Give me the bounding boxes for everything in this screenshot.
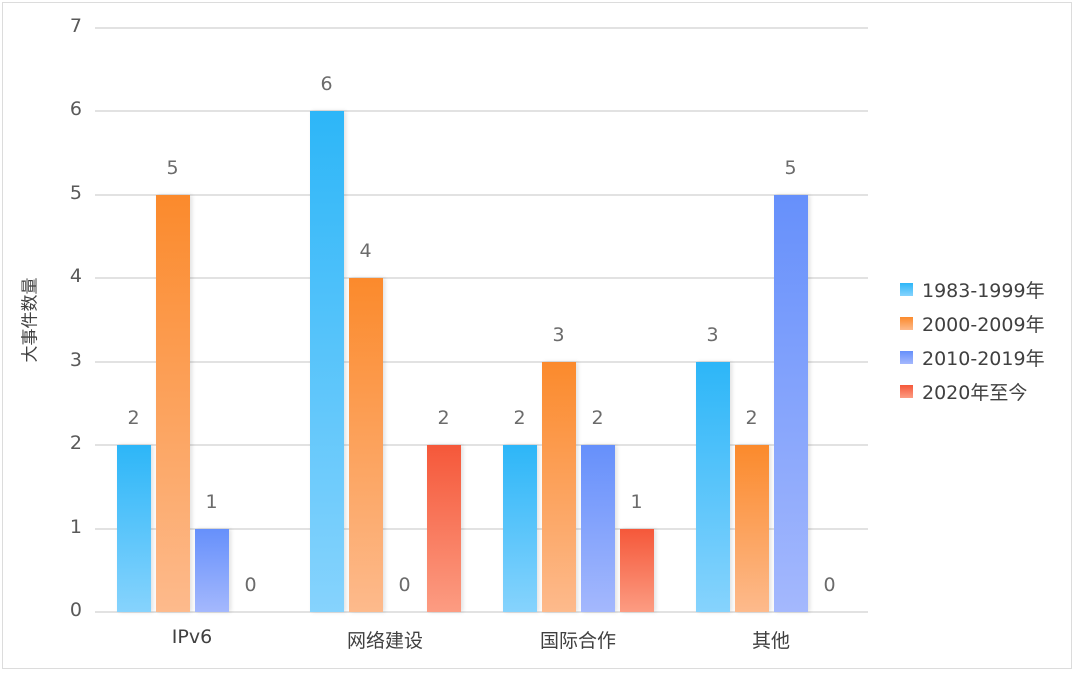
data-label: 2 bbox=[437, 407, 450, 430]
x-tick-label: IPv6 bbox=[171, 626, 213, 648]
bar[interactable] bbox=[309, 111, 344, 612]
legend-item[interactable]: 1983-1999年 bbox=[900, 272, 1045, 306]
data-label: 2 bbox=[745, 407, 758, 430]
data-label: 1 bbox=[205, 490, 218, 513]
gridline bbox=[95, 277, 868, 280]
data-label: 3 bbox=[706, 323, 719, 346]
y-tick-label: 7 bbox=[69, 15, 82, 37]
legend-item[interactable]: 2010-2019年 bbox=[900, 340, 1045, 374]
data-label: 3 bbox=[552, 323, 565, 346]
bar[interactable] bbox=[116, 445, 151, 612]
gridline bbox=[95, 110, 868, 113]
bar[interactable] bbox=[155, 194, 190, 612]
gridline bbox=[95, 193, 868, 196]
legend-label: 2000-2009年 bbox=[922, 313, 1045, 336]
legend-swatch-icon bbox=[900, 384, 913, 398]
legend-item[interactable]: 2020年至今 bbox=[900, 374, 1045, 408]
y-tick-label: 3 bbox=[69, 348, 82, 371]
y-tick-label: 5 bbox=[69, 181, 82, 204]
bar[interactable] bbox=[502, 445, 537, 612]
legend-swatch-icon bbox=[900, 282, 913, 296]
data-label: 0 bbox=[823, 574, 836, 596]
data-label: 0 bbox=[244, 574, 257, 596]
data-label: 5 bbox=[166, 156, 179, 179]
data-label: 6 bbox=[320, 73, 333, 96]
data-label: 1 bbox=[630, 490, 643, 513]
bar[interactable] bbox=[695, 361, 730, 612]
gridline bbox=[95, 527, 868, 530]
y-tick-label: 0 bbox=[69, 599, 82, 621]
bar[interactable] bbox=[580, 445, 615, 612]
bar[interactable] bbox=[426, 445, 461, 612]
data-label: 0 bbox=[398, 574, 411, 596]
legend-label: 2020年至今 bbox=[922, 381, 1028, 404]
data-label: 5 bbox=[784, 156, 797, 179]
bar[interactable] bbox=[734, 445, 769, 612]
x-tick-label: 其他 bbox=[751, 630, 790, 652]
y-tick-label: 4 bbox=[69, 265, 82, 288]
gridline bbox=[95, 27, 868, 29]
legend-label: 2010-2019年 bbox=[922, 347, 1045, 370]
data-label: 2 bbox=[127, 407, 140, 430]
x-tick-label: 国际合作 bbox=[539, 630, 616, 652]
bar[interactable] bbox=[773, 194, 808, 612]
bar[interactable] bbox=[348, 278, 383, 612]
legend-label: 1983-1999年 bbox=[922, 279, 1045, 302]
legend-item[interactable]: 2000-2009年 bbox=[900, 306, 1045, 340]
x-tick-label: 网络建设 bbox=[346, 630, 423, 652]
gridline bbox=[95, 360, 868, 363]
y-tick-label: 2 bbox=[69, 432, 82, 455]
gridline bbox=[95, 611, 868, 613]
y-tick-label: 6 bbox=[69, 98, 82, 121]
data-label: 2 bbox=[591, 407, 604, 430]
bar[interactable] bbox=[619, 528, 654, 612]
gridline bbox=[95, 444, 868, 447]
data-label: 2 bbox=[513, 407, 526, 430]
legend: 1983-1999年 2000-2009年 2010-2019年 2020年至今 bbox=[900, 272, 1045, 408]
y-tick-label: 1 bbox=[69, 515, 82, 538]
legend-swatch-icon bbox=[900, 350, 913, 364]
y-axis-label: 大事件数量 bbox=[20, 277, 41, 363]
bar[interactable] bbox=[541, 361, 576, 612]
data-label: 4 bbox=[359, 240, 372, 263]
legend-swatch-icon bbox=[900, 316, 913, 330]
bar[interactable] bbox=[194, 528, 229, 612]
